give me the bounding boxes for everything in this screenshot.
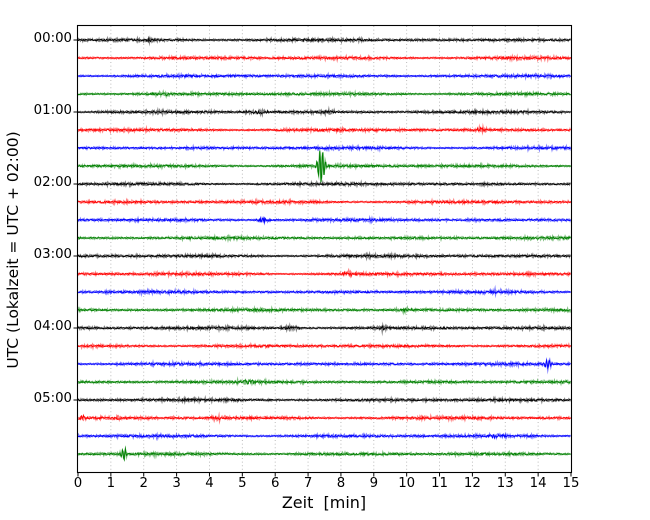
y-tick-label: 00:00 (33, 31, 72, 46)
x-tick-label: 10 (398, 476, 416, 491)
x-tick-label: 0 (73, 476, 83, 491)
x-tick-label: 8 (336, 476, 346, 491)
y-tick-label: 05:00 (33, 391, 72, 406)
x-tick-label: 3 (172, 476, 181, 491)
x-tick-label: 13 (496, 476, 514, 491)
x-tick-label: 1 (106, 476, 116, 491)
x-tick-label: 12 (463, 476, 481, 491)
x-tick-label: 14 (529, 476, 547, 491)
y-tick-label: 03:00 (33, 247, 72, 262)
x-tick-label: 6 (270, 476, 280, 491)
y-tick-label: 01:00 (33, 103, 72, 118)
y-tick-label: 02:00 (33, 175, 72, 190)
x-tick-label: 11 (431, 476, 448, 491)
x-tick-label: 15 (562, 476, 580, 491)
y-tick-label: 04:00 (33, 319, 72, 334)
x-tick-label: 2 (139, 476, 148, 491)
x-tick-label: 7 (303, 476, 313, 491)
x-tick-label: 4 (205, 476, 214, 491)
x-tick-label: 5 (238, 476, 247, 491)
x-tick-label: 9 (369, 476, 379, 491)
